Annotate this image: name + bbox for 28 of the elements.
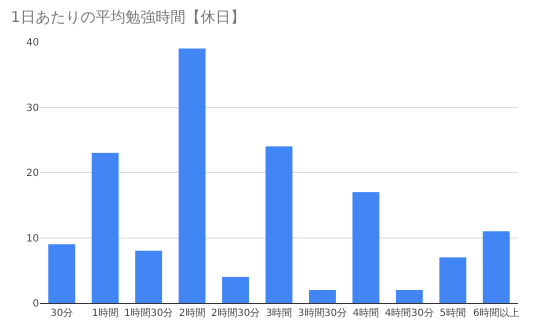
- y-tick-label: 20: [26, 168, 39, 179]
- bar: [396, 290, 423, 303]
- bar: [266, 146, 292, 303]
- bar: [482, 231, 510, 303]
- bar: [222, 276, 250, 303]
- x-tick-label: 5時間: [440, 307, 466, 319]
- x-tick-label: 4時間: [352, 307, 380, 319]
- y-tick-label: 10: [26, 233, 39, 244]
- x-tick-label: 30分: [50, 307, 74, 319]
- x-tick-label: 4時間30分: [384, 307, 434, 319]
- bar: [439, 257, 466, 303]
- y-tick-label: 0: [32, 298, 39, 310]
- x-tick-label: 1時間30分: [124, 307, 174, 319]
- x-tick-label: 3時間30分: [298, 307, 347, 319]
- y-tick-label: 40: [26, 38, 39, 48]
- y-tick-label: 30: [26, 102, 39, 114]
- x-tick-label: 3時間: [266, 307, 292, 319]
- bar: [178, 48, 206, 303]
- bar: [352, 192, 380, 303]
- x-tick-label: 6時間以上: [473, 307, 520, 319]
- bar: [135, 250, 162, 303]
- chart-title: 1日あたりの平均勉強時間【休日】: [10, 8, 246, 26]
- x-tick-label: 2時間30分: [211, 307, 260, 319]
- x-tick-label: 1時間: [92, 307, 118, 319]
- bar: [308, 290, 336, 303]
- bar: [92, 152, 119, 303]
- x-tick-label: 2時間: [178, 307, 206, 319]
- bar: [48, 244, 76, 303]
